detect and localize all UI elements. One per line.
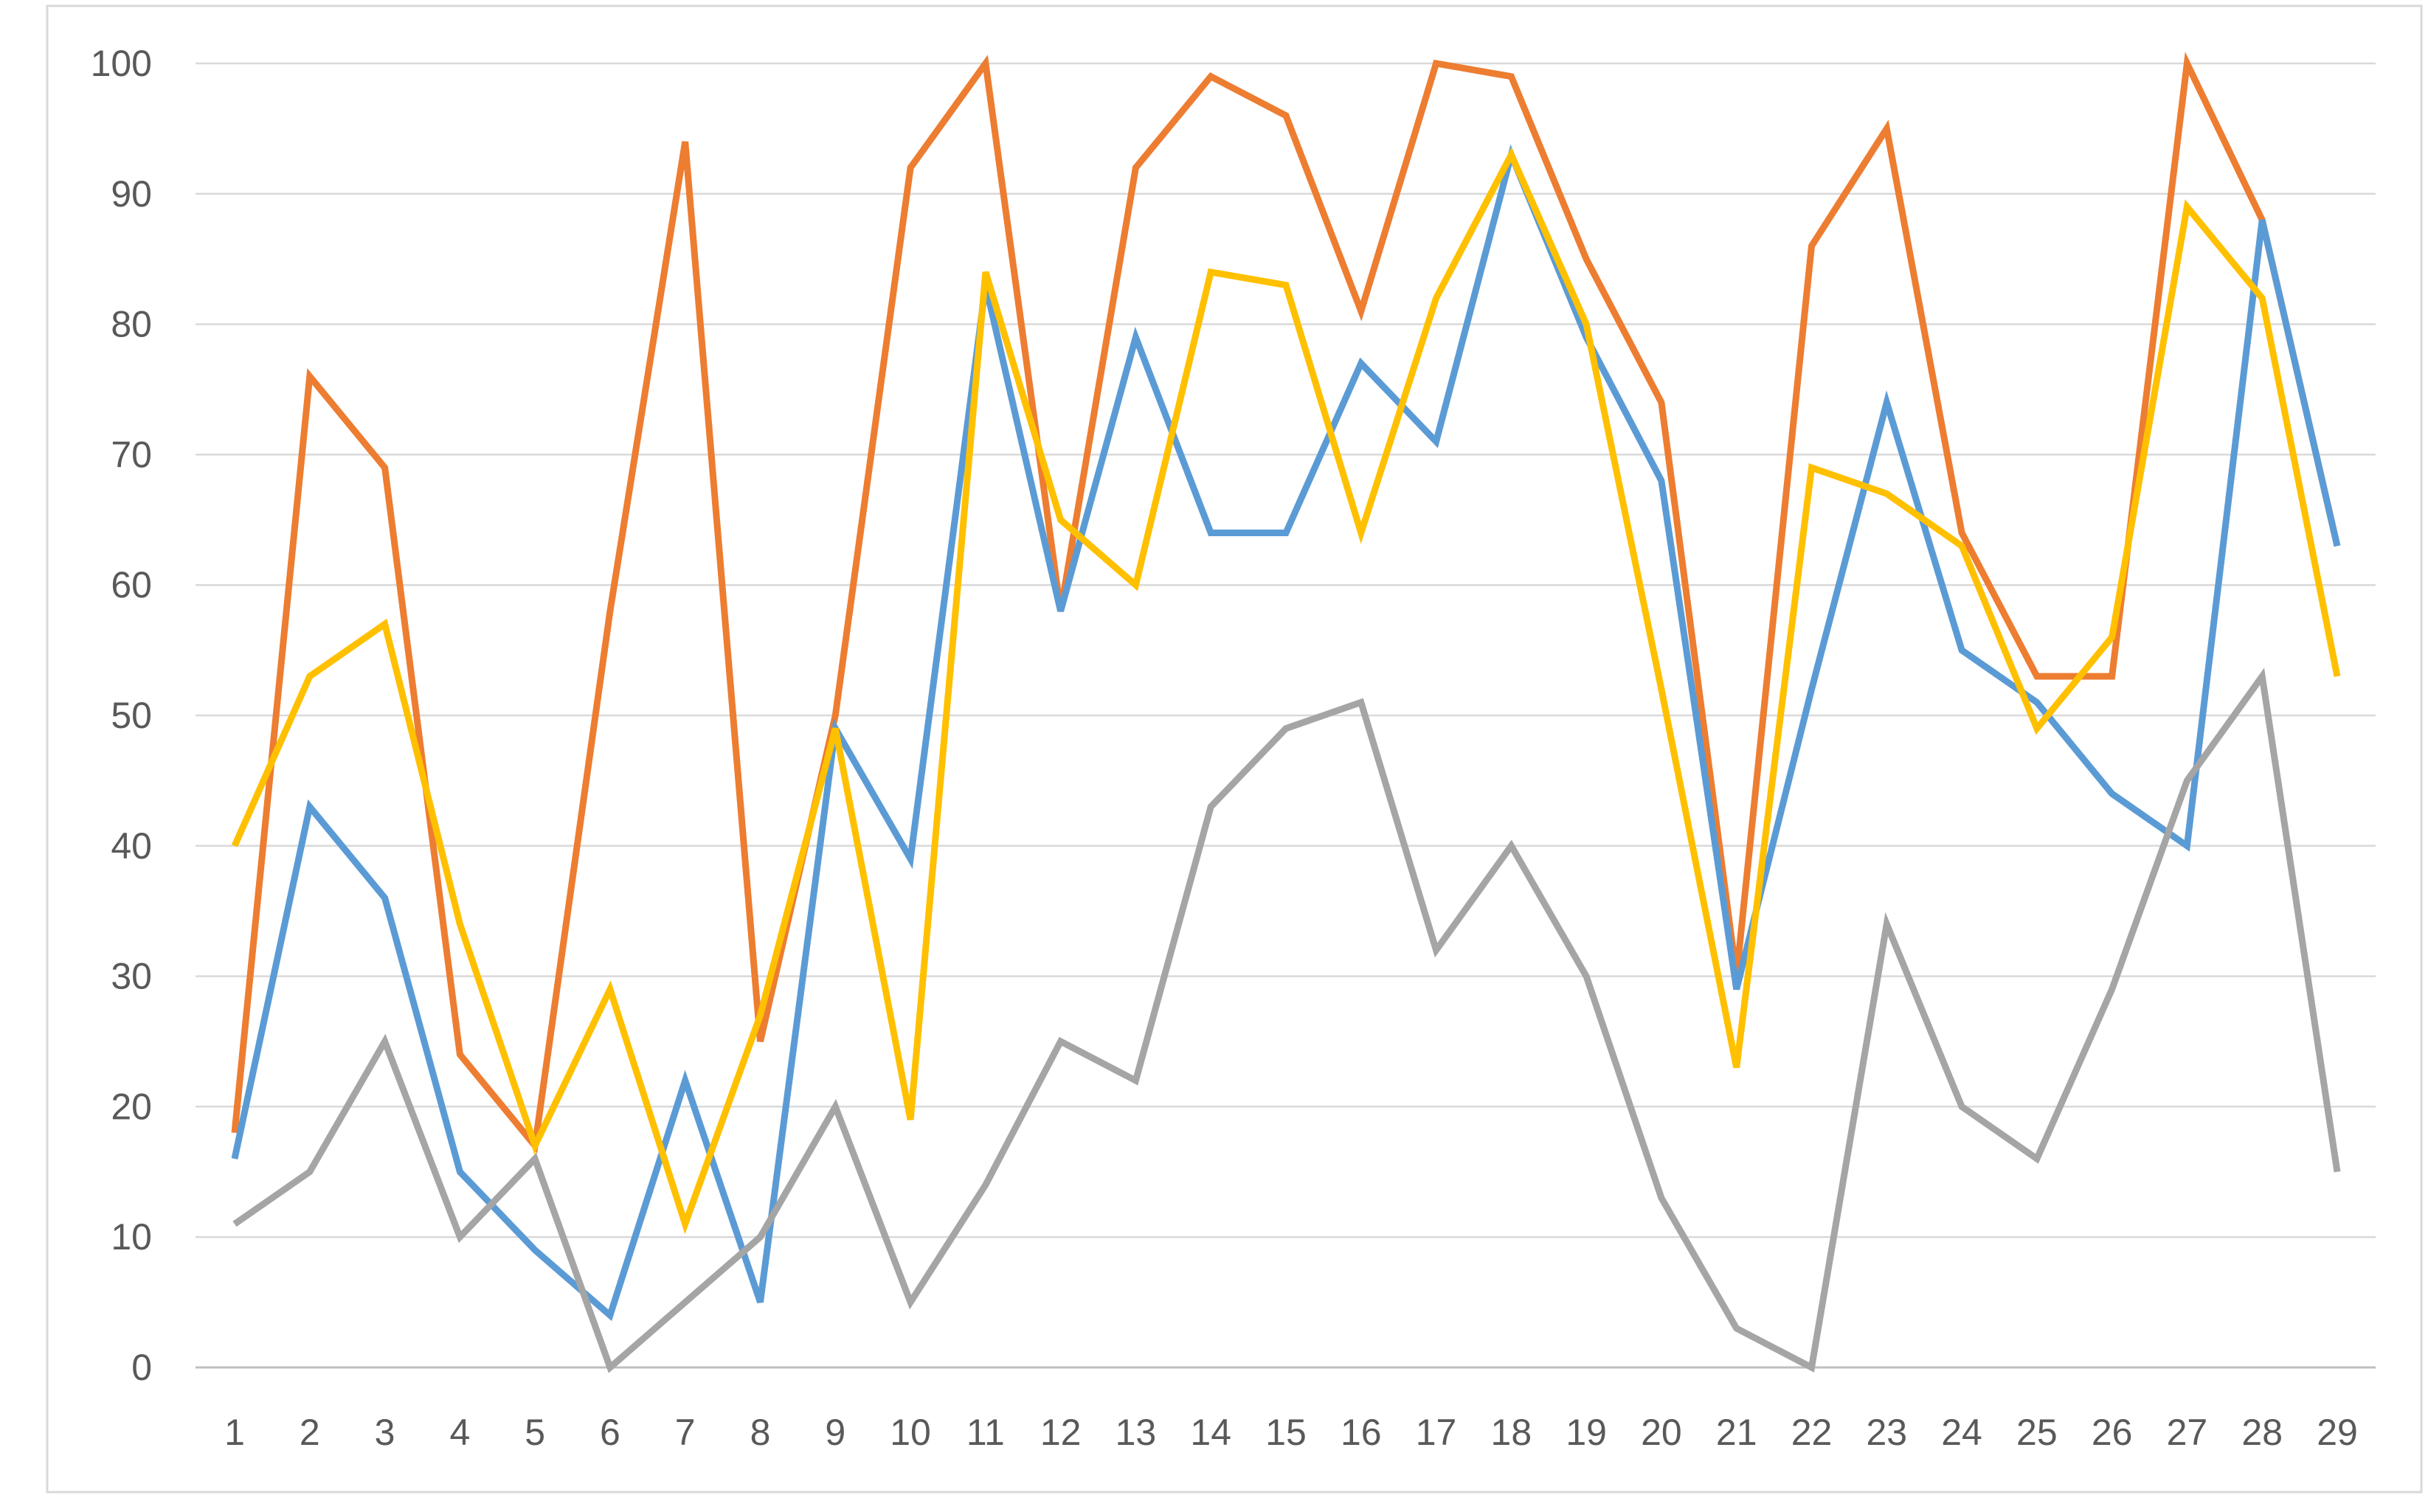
x-tick-label: 12: [1040, 1412, 1082, 1453]
y-axis-tick-labels: 0 10 20 30 40 50 60 70 80 90 100: [91, 43, 152, 1388]
y-tick-label: 90: [111, 173, 152, 215]
y-tick-label: 0: [131, 1347, 152, 1388]
x-tick-label: 16: [1341, 1412, 1382, 1453]
chart-area-border: [46, 4, 2423, 1494]
x-tick-label: 2: [300, 1412, 320, 1453]
x-tick-label: 13: [1116, 1412, 1157, 1453]
series-lines: [231, 52, 2341, 1373]
x-tick-label: 7: [675, 1412, 696, 1453]
x-tick-label: 27: [2167, 1412, 2208, 1453]
x-tick-label: 9: [825, 1412, 845, 1453]
x-tick-label: 22: [1791, 1412, 1833, 1453]
x-tick-label: 10: [890, 1412, 931, 1453]
x-tick-label: 19: [1566, 1412, 1607, 1453]
y-tick-label: 70: [111, 434, 152, 475]
x-tick-label: 29: [2317, 1412, 2358, 1453]
series-4: [232, 667, 2341, 1373]
x-axis-tick-labels: 1 2 3 4 5 6 7 8 9 10 11 12 13 14 15 16 17 18 19 20 21 22 23 24 2…: [224, 1412, 2358, 1453]
x-tick-label: 25: [2016, 1412, 2058, 1453]
x-tick-label: 24: [1941, 1412, 1982, 1453]
x-tick-label: 4: [449, 1412, 470, 1453]
x-tick-label: 8: [750, 1412, 771, 1453]
x-tick-label: 6: [600, 1412, 620, 1453]
x-tick-label: 18: [1491, 1412, 1532, 1453]
x-tick-label: 23: [1866, 1412, 1907, 1453]
y-tick-label: 60: [111, 564, 152, 606]
y-tick-label: 30: [111, 956, 152, 997]
x-tick-label: 5: [525, 1412, 545, 1453]
y-tick-label: 50: [111, 695, 152, 736]
y-tick-label: 10: [111, 1216, 152, 1258]
gridlines: [196, 62, 2376, 1369]
x-tick-label: 28: [2241, 1412, 2283, 1453]
series-3: [231, 147, 2341, 1235]
x-tick-label: 26: [2092, 1412, 2133, 1453]
x-tick-label: 17: [1416, 1412, 1457, 1453]
x-tick-label: 11: [966, 1412, 1005, 1453]
y-tick-label: 100: [91, 43, 152, 84]
x-tick-label: 15: [1265, 1412, 1307, 1453]
y-tick-label: 40: [111, 825, 152, 867]
x-tick-label: 3: [375, 1412, 395, 1453]
x-tick-label: 21: [1716, 1412, 1757, 1453]
x-tick-label: 1: [224, 1412, 245, 1453]
x-tick-label: 20: [1641, 1412, 1682, 1453]
x-tick-label: 14: [1190, 1412, 1231, 1453]
y-tick-label: 20: [111, 1086, 152, 1127]
y-tick-label: 80: [111, 304, 152, 345]
